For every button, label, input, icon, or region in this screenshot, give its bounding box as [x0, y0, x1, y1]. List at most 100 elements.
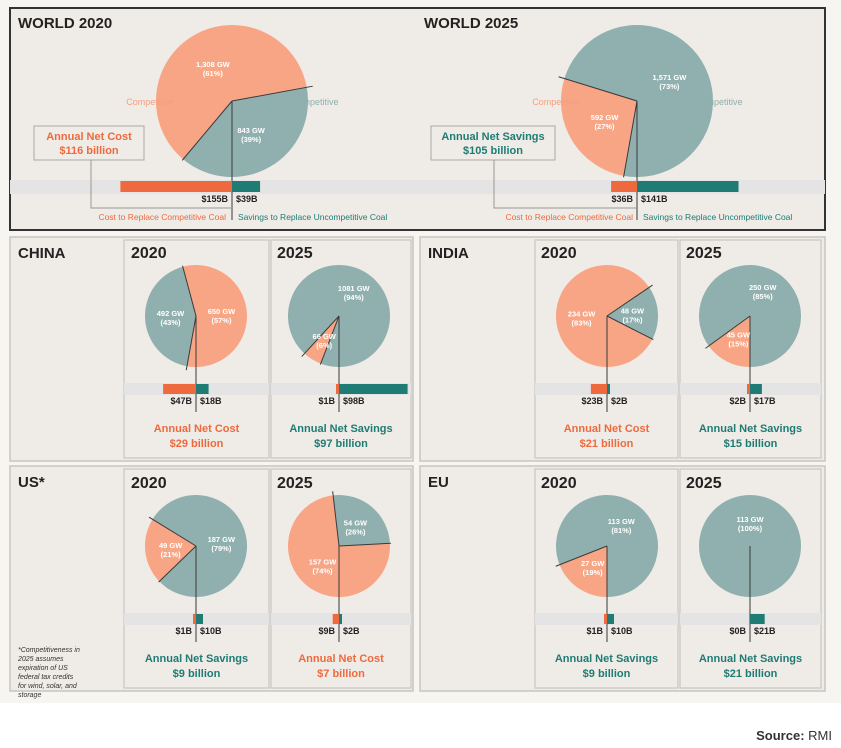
slice-uncompetitive-pct: (85%) [753, 292, 774, 301]
slice-uncompetitive-pct: (39%) [241, 135, 262, 144]
slice-competitive-value: 650 GW [208, 307, 236, 316]
slice-competitive-value: 157 GW [309, 557, 337, 566]
legend-uncompetitive: Uncompetitive [685, 97, 742, 107]
slice-competitive-pct: (83%) [572, 319, 593, 328]
slice-uncompetitive-pct: (43%) [161, 318, 182, 327]
net-value: $97 billion [314, 438, 368, 450]
net-value: $21 billion [724, 668, 778, 680]
chart-title: 2025 [277, 475, 313, 492]
slice-uncompetitive-value: 54 GW [344, 519, 368, 528]
footnote-line: storage [18, 692, 41, 699]
bar-cost-label: $0B [729, 626, 746, 636]
pie-slice-uncompetitive [145, 266, 196, 367]
pie-boundary-line [231, 85, 313, 102]
bar-savings-label: $2B [343, 626, 360, 636]
bar-savings [607, 614, 614, 624]
chart-eu-2020: 2020 27 GW(19%) 113 GW(81%) $1B $10B Annual N… [534, 468, 679, 689]
source-value: RMI [808, 728, 832, 743]
net-title: Annual Net Savings [555, 653, 658, 665]
slice-competitive-value: 66 GW [313, 332, 337, 341]
slice-competitive-value: 234 GW [568, 310, 596, 319]
caption-cost: Cost to Replace Competitive Coal [505, 212, 633, 222]
pie-slice-uncompetitive [564, 25, 714, 178]
footnote-line: *Competitiveness in [18, 647, 80, 654]
net-value: $105 billion [463, 145, 523, 157]
bar-cost [163, 384, 196, 394]
chart-title: WORLD 2025 [424, 15, 518, 32]
slice-uncompetitive-pct: (73%) [659, 82, 680, 91]
bar-savings [750, 384, 762, 394]
chart-world-world-2025: WORLD 2025 592 GW(27%) 1,571 GW(73%) Compet… [424, 15, 792, 222]
panel-eu-title: EU [428, 474, 449, 491]
slice-uncompetitive-pct: (81%) [611, 526, 632, 535]
net-value: $21 billion [580, 438, 634, 450]
bar-cost [332, 614, 339, 624]
pie-start-line [181, 100, 233, 161]
net-value: $7 billion [317, 668, 365, 680]
bar-savings [196, 384, 209, 394]
bar-savings [607, 384, 610, 394]
pie-start-line [319, 315, 340, 365]
bar-savings-label: $2B [611, 396, 628, 406]
chart-title: 2025 [277, 245, 313, 262]
pie-boundary-line [332, 491, 340, 547]
net-box [33, 125, 145, 161]
chart-india-2020: 2020 234 GW(83%) 48 GW(17%) $23B $2B Annual N… [534, 239, 679, 459]
pie-boundary-line [555, 545, 608, 567]
bar-savings-label: $39B [236, 194, 258, 204]
chart-title: 2025 [686, 245, 722, 262]
slice-competitive-value: 27 GW [581, 559, 605, 568]
legend-uncompetitive: Uncompetitive [281, 97, 338, 107]
slice-uncompetitive-pct: (26%) [345, 528, 366, 537]
legend-competitive: Competitive [126, 97, 174, 107]
bar-savings-label: $18B [200, 396, 222, 406]
net-box [430, 125, 556, 161]
pie-slice-competitive [708, 316, 750, 368]
slice-uncompetitive-pct: (79%) [211, 544, 232, 553]
slice-competitive-pct: (15%) [728, 340, 749, 349]
pie-boundary-line [606, 284, 653, 317]
slice-uncompetitive-value: 250 GW [749, 283, 777, 292]
net-title: Annual Net Savings [699, 423, 802, 435]
us-footnote: *Competitiveness in 2025 assumes expiratio… [17, 647, 80, 699]
slice-uncompetitive-value: 113 GW [608, 517, 636, 526]
bar-savings [637, 181, 739, 192]
pie-boundary-line [301, 315, 340, 357]
bar-cost-label: $2B [729, 396, 746, 406]
bar-cost-label: $1B [318, 396, 335, 406]
pie-slice-competitive [559, 546, 607, 597]
net-title: Annual Net Cost [46, 131, 132, 143]
chart-title: 2025 [686, 475, 722, 492]
net-title: Annual Net Savings [441, 131, 544, 143]
bar-cost-label: $1B [586, 626, 603, 636]
slice-competitive-value: 45 GW [727, 331, 751, 340]
net-title: Annual Net Cost [154, 423, 240, 435]
pie-start-line [158, 545, 197, 583]
chart-india-2025: 2025 45 GW(15%) 250 GW(85%) $2B $17B Annual N… [679, 239, 822, 459]
net-title: Annual Net Savings [289, 423, 392, 435]
source-credit: Source: RMI [756, 728, 832, 743]
bar-cost-label: $9B [318, 626, 335, 636]
pie-boundary-line [705, 315, 751, 349]
pie-boundary-line [185, 315, 197, 371]
pie-start-line [338, 542, 391, 547]
pie-boundary-line [558, 76, 638, 102]
bar-savings-label: $10B [200, 626, 222, 636]
pie-slice-competitive [145, 519, 196, 582]
slice-competitive-value: 1,308 GW [196, 60, 231, 69]
bar-savings [750, 614, 765, 624]
chart-title: 2020 [131, 245, 167, 262]
net-title: Annual Net Savings [145, 653, 248, 665]
pie-boundary-line [148, 516, 197, 547]
chart-china-2025: 2025 66 GW(6%) 1081 GW(94%) $1B $98B Annual N… [270, 239, 412, 459]
chart-title: 2020 [131, 475, 167, 492]
net-value: $9 billion [173, 668, 221, 680]
pie-slice-uncompetitive [183, 87, 308, 177]
net-leader [493, 160, 637, 209]
panel-us-title: US* [18, 474, 45, 491]
pie-slice-competitive [556, 265, 653, 368]
source-label: Source: [756, 728, 805, 743]
footnote-line: federal tax credits [18, 674, 74, 681]
pie-slice-competitive [182, 265, 248, 367]
chart-title: 2020 [541, 245, 577, 262]
